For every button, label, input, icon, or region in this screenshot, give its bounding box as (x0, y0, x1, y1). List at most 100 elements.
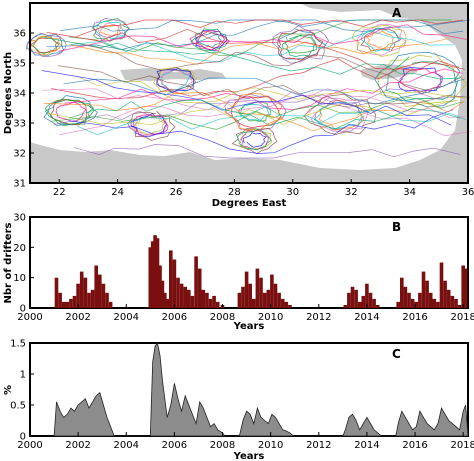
x-tick-label: 2000 (17, 312, 42, 323)
x-tick-label: 2014 (354, 440, 379, 451)
trajectory-line (240, 103, 270, 122)
y-tick-label: 36 (13, 29, 26, 40)
x-tick-label: 2018 (450, 440, 474, 451)
trajectory-line (356, 23, 407, 56)
count-bar (241, 286, 245, 308)
trajectory-line (47, 99, 459, 126)
trajectory-line (59, 94, 471, 137)
trajectory-line (25, 32, 67, 57)
count-bar (403, 286, 408, 308)
count-bars (54, 235, 468, 308)
count-bar (87, 292, 91, 308)
x-tick-label: 2010 (258, 312, 283, 323)
count-bar (425, 280, 429, 308)
trajectory-line (69, 37, 451, 65)
count-bar (208, 298, 213, 308)
count-bar (244, 271, 249, 308)
trajectory-line (42, 88, 465, 118)
trajectory-line (77, 106, 467, 136)
count-bar (155, 238, 160, 308)
trajectory-line (303, 93, 377, 135)
count-bar (61, 301, 66, 308)
count-bar (205, 292, 209, 308)
x-tick-label: 24 (111, 187, 124, 198)
count-bar (94, 265, 98, 308)
trajectory-line (68, 99, 461, 130)
y-tick-label: 33 (13, 119, 26, 130)
x-tick-label: 32 (345, 187, 358, 198)
trajectory-line (76, 75, 469, 104)
count-bar (365, 283, 369, 308)
y-tick-label: 30 (13, 213, 26, 224)
trajectory-line (75, 19, 463, 38)
trajectory-line (92, 17, 131, 42)
trajectory-line (397, 67, 443, 92)
count-bar (368, 292, 373, 308)
count-bar (288, 305, 292, 308)
count-bar (163, 292, 167, 308)
x-tick-label: 2008 (210, 440, 235, 451)
count-bar (270, 274, 274, 308)
x-tick-label: 36 (462, 187, 474, 198)
percent-panel-label: C (392, 347, 401, 361)
count-bar (158, 265, 162, 308)
count-bar (150, 241, 155, 308)
count-bar (90, 289, 95, 308)
trajectory-line (63, 77, 465, 105)
count-bar (176, 277, 180, 308)
trajectory-line (132, 114, 169, 138)
count-panel-label: B (392, 220, 401, 234)
x-tick-label: 2016 (402, 440, 427, 451)
x-tick-label: 2000 (17, 440, 42, 451)
map-sea-area (30, 3, 462, 170)
count-bar (187, 289, 191, 308)
crete-island (120, 68, 226, 81)
trajectory-line (308, 97, 369, 133)
x-tick-label: 26 (170, 187, 183, 198)
count-bar (280, 298, 285, 308)
count-bar (79, 271, 84, 308)
count-bar (108, 301, 113, 308)
count-bar (259, 277, 263, 308)
count-bar (350, 286, 355, 308)
x-tick-label: 22 (53, 187, 66, 198)
trajectory-line (95, 20, 127, 40)
trajectory-line (43, 92, 465, 132)
map-panel: 22 24 26 28 30 32 34 36 31 32 33 34 35 36 Degrees Ea… (3, 2, 474, 209)
count-bar (439, 262, 444, 308)
x-tick-label: 2002 (65, 440, 90, 451)
x-tick-label: 2012 (306, 440, 331, 451)
count-bar (165, 298, 169, 308)
y-tick-label: 35 (13, 59, 26, 70)
trajectory-line (242, 132, 267, 148)
count-bar (101, 283, 106, 308)
trajectory-line (44, 37, 461, 80)
count-bar (414, 301, 419, 308)
x-tick-label: 2004 (114, 312, 139, 323)
trajectory-line (237, 128, 272, 151)
count-bar (105, 292, 109, 308)
count-bar (446, 289, 451, 308)
count-bar (436, 301, 440, 308)
count-bar (354, 289, 358, 308)
count-bar (98, 274, 102, 308)
count-bar (262, 292, 267, 308)
count-bar (400, 277, 404, 308)
trajectory-line (91, 18, 130, 42)
count-bar (418, 292, 422, 308)
count-bar (432, 298, 437, 308)
count-bar (248, 283, 252, 308)
x-tick-label: 34 (403, 187, 416, 198)
count-bar (428, 292, 433, 308)
y-tick-label: 1 (20, 370, 26, 381)
x-tick-label: 2010 (258, 440, 283, 451)
map-panel-label: A (392, 6, 402, 20)
count-bar (266, 289, 271, 308)
trajectory-line (272, 25, 330, 64)
x-tick-label: 2016 (402, 312, 427, 323)
x-tick-label: 2014 (354, 312, 379, 323)
count-bar (153, 235, 157, 308)
count-bar (450, 295, 455, 308)
count-bar (372, 298, 376, 308)
count-bar (277, 292, 281, 308)
